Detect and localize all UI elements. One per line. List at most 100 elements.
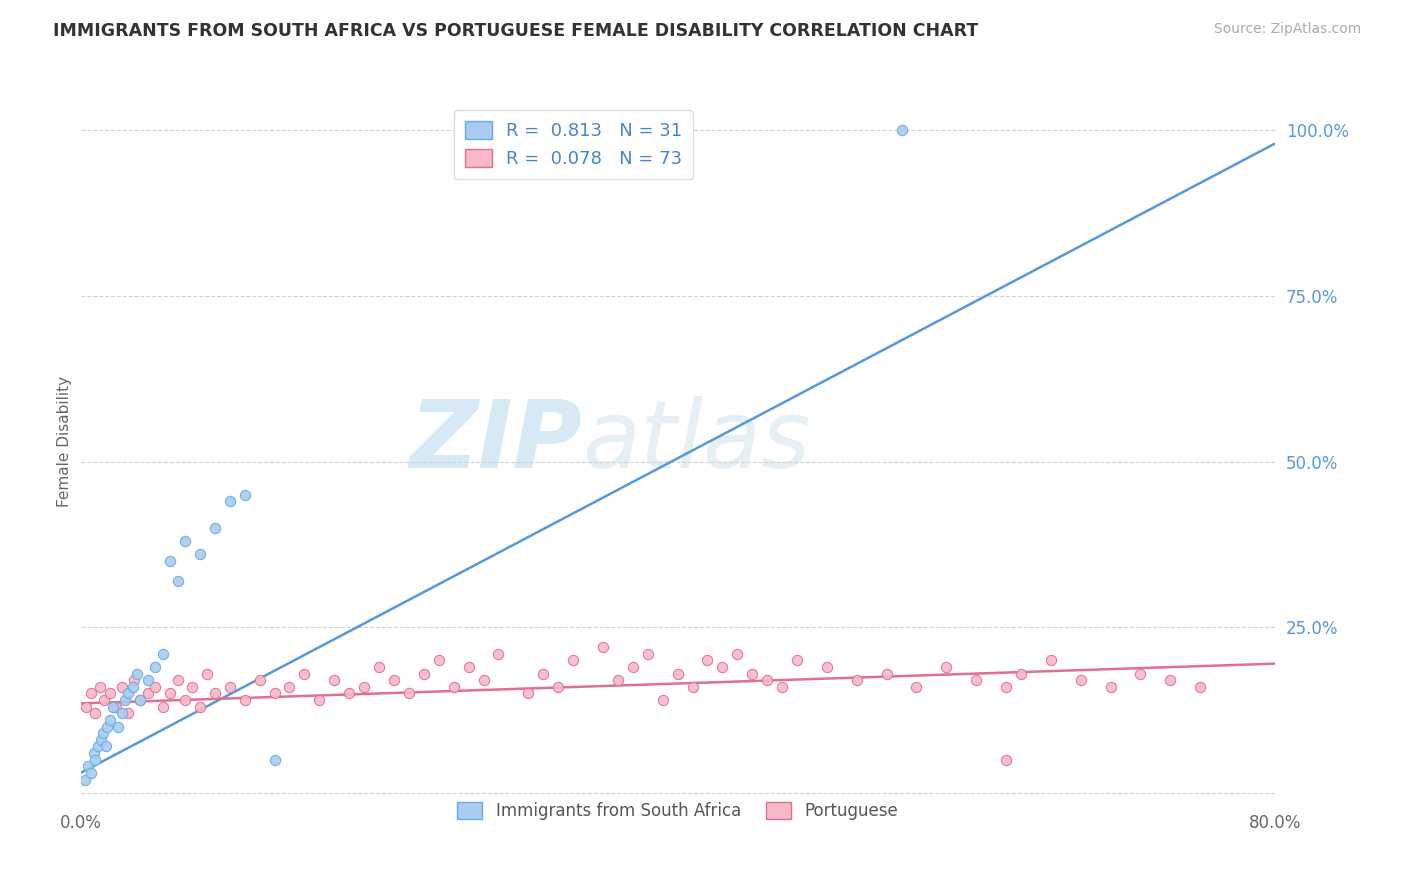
Point [80,686,103,700]
Point [87,739,110,754]
Point [278,680,301,694]
Point [770,680,793,694]
Point [174,693,197,707]
Point [136,673,159,688]
Point [457,660,479,674]
Point [382,673,405,688]
Point [188,547,211,561]
Point [1189,680,1212,694]
Point [263,686,285,700]
Text: Source: ZipAtlas.com: Source: ZipAtlas.com [1213,22,1361,37]
Point [73,772,96,787]
Point [637,647,659,661]
Point [876,666,898,681]
Point [308,693,330,707]
Point [323,673,346,688]
Point [1099,680,1122,694]
Point [905,680,928,694]
Point [90,732,112,747]
Point [127,666,149,681]
Point [166,673,188,688]
Point [218,494,240,508]
Point [965,673,987,688]
Point [741,666,763,681]
Point [1129,666,1152,681]
Point [815,660,838,674]
Point [218,680,240,694]
Point [263,753,285,767]
Point [152,647,174,661]
Point [935,660,957,674]
Point [105,699,128,714]
Point [114,693,136,707]
Point [233,488,256,502]
Point [121,680,143,694]
Point [337,686,360,700]
Point [91,726,114,740]
Point [143,660,166,674]
Point [122,673,145,688]
Point [111,706,134,721]
Point [1159,673,1181,688]
Point [592,640,614,654]
Point [995,680,1018,694]
Point [107,720,129,734]
Point [83,746,105,760]
Point [353,680,375,694]
Point [89,680,111,694]
Point [488,647,510,661]
Point [117,686,139,700]
Point [98,686,121,700]
Point [166,574,188,588]
Point [84,706,107,721]
Point [472,673,495,688]
Point [547,680,569,694]
Point [249,673,271,688]
Point [84,753,107,767]
Point [666,666,689,681]
Point [1010,666,1032,681]
Point [890,123,912,137]
Point [129,693,152,707]
Point [188,699,211,714]
Point [111,680,134,694]
Point [174,534,197,549]
Y-axis label: Female Disability: Female Disability [58,376,72,508]
Point [531,666,554,681]
Point [606,673,628,688]
Point [181,680,204,694]
Point [152,699,174,714]
Point [398,686,420,700]
Text: IMMIGRANTS FROM SOUTH AFRICA VS PORTUGUESE FEMALE DISABILITY CORRELATION CHART: IMMIGRANTS FROM SOUTH AFRICA VS PORTUGUE… [53,22,979,40]
Point [80,766,103,780]
Point [412,666,434,681]
Point [651,693,673,707]
Point [562,653,585,667]
Point [1039,653,1062,667]
Point [711,660,734,674]
Text: ZIP: ZIP [409,396,582,488]
Point [94,739,117,754]
Point [159,554,181,568]
Point [786,653,808,667]
Point [1070,673,1092,688]
Point [845,673,868,688]
Point [117,706,139,721]
Point [995,753,1018,767]
Point [159,686,181,700]
Point [136,686,159,700]
Point [204,521,226,535]
Point [93,693,115,707]
Point [98,713,121,727]
Point [76,699,98,714]
Point [621,660,644,674]
Point [103,699,125,714]
Point [197,666,219,681]
Point [427,653,450,667]
Point [368,660,391,674]
Point [143,680,166,694]
Point [517,686,540,700]
Point [696,653,718,667]
Point [129,693,152,707]
Point [725,647,748,661]
